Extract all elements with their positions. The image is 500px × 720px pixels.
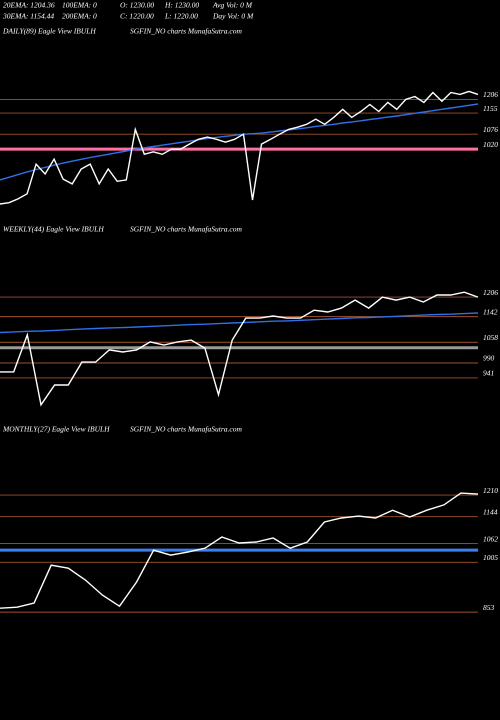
panel-title: MONTHLY(27) Eagle View IBULH bbox=[2, 425, 110, 434]
y-tick-label: 1062 bbox=[483, 534, 498, 543]
stat-text: Day Vol: 0 M bbox=[212, 12, 254, 21]
y-tick-label: 1142 bbox=[483, 307, 498, 316]
stat-text: 20EMA: 1204.36 bbox=[3, 1, 55, 10]
stat-text: 200EMA: 0 bbox=[62, 12, 97, 21]
panel-subtitle: SGFIN_NO charts MunafaSutra.com bbox=[130, 225, 242, 234]
stat-text: 30EMA: 1154.44 bbox=[2, 12, 54, 21]
y-tick-label: 1020 bbox=[483, 140, 498, 149]
panel-subtitle: SGFIN_NO charts MunafaSutra.com bbox=[130, 425, 242, 434]
panel-subtitle: SGFIN_NO charts MunafaSutra.com bbox=[130, 27, 242, 36]
y-tick-label: 1210 bbox=[483, 486, 498, 495]
price-line bbox=[0, 103, 479, 181]
y-tick-label: 941 bbox=[483, 369, 494, 378]
stat-text: H: 1230.00 bbox=[164, 1, 199, 10]
stat-text: O: 1230.00 bbox=[120, 1, 154, 10]
y-tick-label: 1206 bbox=[483, 90, 498, 99]
y-tick-label: 1144 bbox=[483, 507, 498, 516]
y-tick-label: 853 bbox=[483, 603, 495, 612]
y-tick-label: 1206 bbox=[483, 288, 498, 297]
stat-text: Avg Vol: 0 M bbox=[212, 1, 253, 10]
stat-text: 100EMA: 0 bbox=[62, 1, 97, 10]
y-tick-label: 1058 bbox=[483, 333, 498, 342]
y-tick-label: 1155 bbox=[483, 104, 498, 113]
y-tick-label: 1076 bbox=[483, 125, 498, 134]
price-line bbox=[0, 312, 479, 334]
y-tick-label: 990 bbox=[483, 354, 495, 363]
y-tick-label: 1005 bbox=[483, 553, 498, 562]
stat-text: C: 1220.00 bbox=[120, 12, 154, 21]
price-line bbox=[0, 291, 479, 407]
stat-text: L: 1220.00 bbox=[164, 12, 198, 21]
panel-title: WEEKLY(44) Eagle View IBULH bbox=[3, 225, 104, 234]
price-line bbox=[0, 492, 479, 609]
panel-title: DAILY(89) Eagle View IBULH bbox=[2, 27, 96, 36]
price-line bbox=[0, 90, 479, 205]
